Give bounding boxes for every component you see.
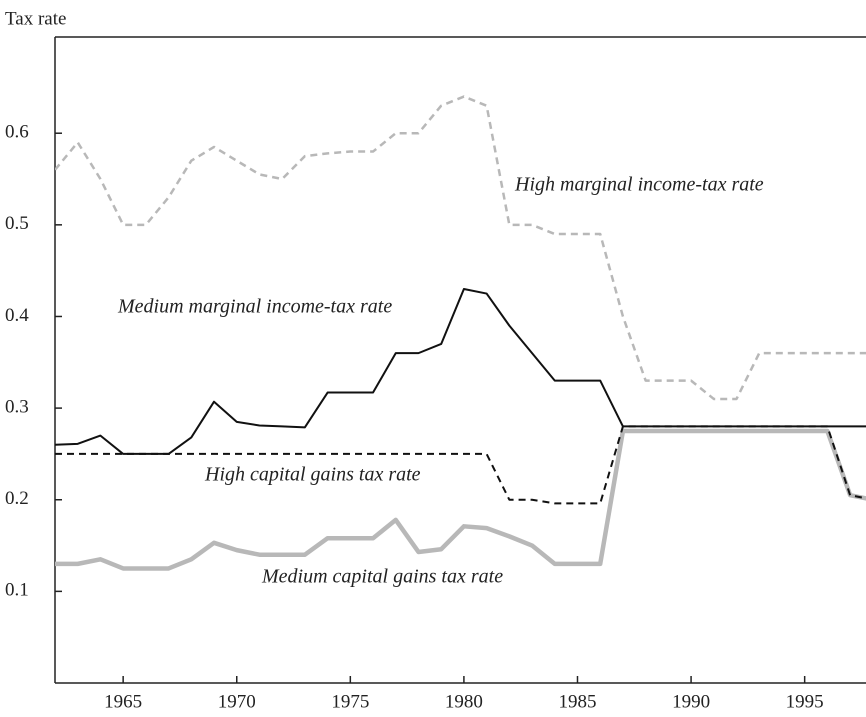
y-tick-label: 0.1 bbox=[5, 580, 29, 601]
series-label: High marginal income-tax rate bbox=[514, 174, 764, 196]
x-tick-label: 1995 bbox=[786, 691, 824, 712]
y-tick-label: 0.4 bbox=[5, 305, 29, 326]
series-label: High capital gains tax rate bbox=[204, 464, 421, 486]
series-line bbox=[55, 428, 866, 571]
x-tick-label: 1985 bbox=[558, 691, 596, 712]
x-tick-label: 1970 bbox=[218, 691, 256, 712]
series-line bbox=[55, 95, 866, 401]
series-label: Medium marginal income-tax rate bbox=[117, 296, 392, 318]
series-label: Medium capital gains tax rate bbox=[261, 566, 503, 588]
series-line bbox=[55, 425, 866, 505]
y-axis-label: Tax rate bbox=[5, 8, 66, 29]
x-tick-label: 1965 bbox=[104, 691, 142, 712]
y-tick-label: 0.2 bbox=[5, 488, 29, 509]
plot-area bbox=[55, 95, 866, 571]
x-tick-label: 1990 bbox=[672, 691, 710, 712]
y-tick-label: 0.5 bbox=[5, 213, 29, 234]
x-tick-label: 1975 bbox=[331, 691, 369, 712]
x-tick-label: 1980 bbox=[445, 691, 483, 712]
series-line bbox=[55, 287, 866, 455]
y-tick-label: 0.3 bbox=[5, 396, 29, 417]
y-tick-label: 0.6 bbox=[5, 122, 29, 143]
